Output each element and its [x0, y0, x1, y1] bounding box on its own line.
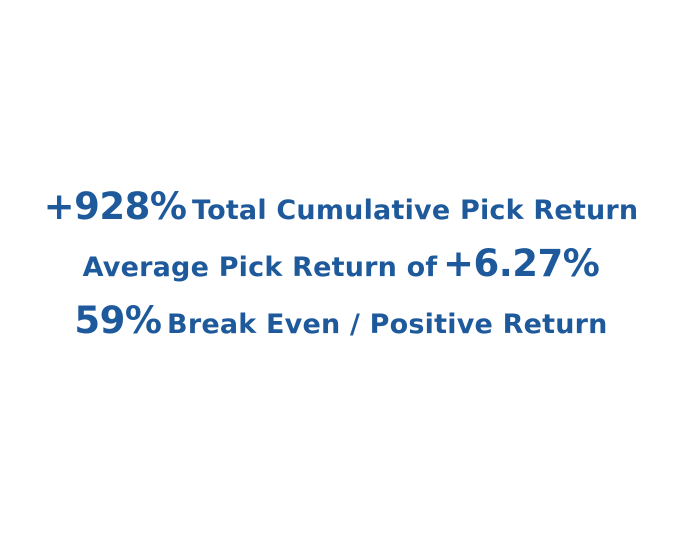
stat-total-cumulative-return: +928% Total Cumulative Pick Return: [44, 178, 639, 235]
stat-label: Average Pick Return of: [82, 252, 438, 283]
stat-break-even-rate: 59% Break Even / Positive Return: [74, 292, 607, 349]
stat-label: Total Cumulative Pick Return: [192, 195, 639, 226]
stat-average-pick-return: Average Pick Return of +6.27%: [83, 235, 600, 292]
stat-value: +928%: [43, 185, 187, 228]
performance-stats: +928% Total Cumulative Pick Return Avera…: [0, 178, 682, 349]
stat-value: 59%: [74, 299, 162, 342]
stat-label: Break Even / Positive Return: [167, 309, 608, 340]
stat-value: +6.27%: [442, 242, 600, 285]
